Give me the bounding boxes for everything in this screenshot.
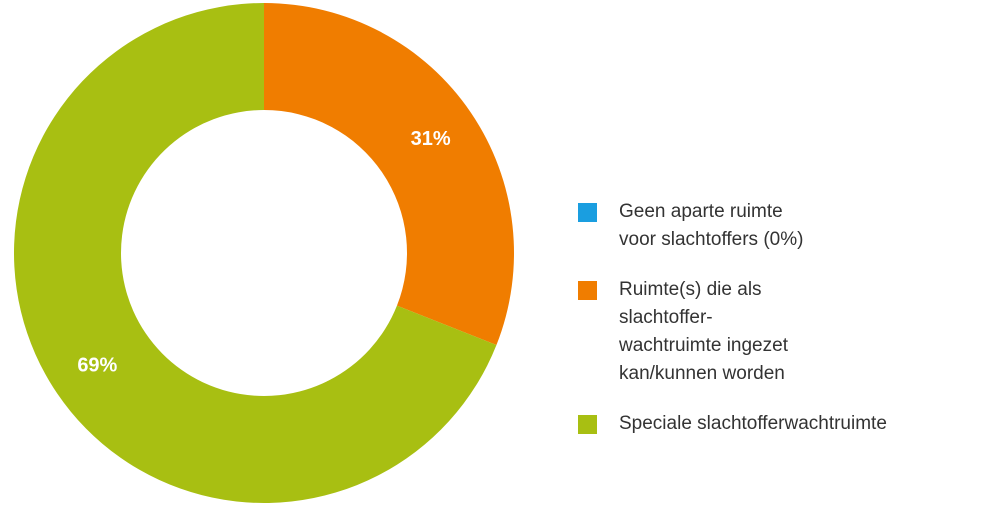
slice [264, 3, 514, 346]
legend-item: Speciale slachtofferwachtruimte [578, 410, 979, 438]
legend-item: Ruimte(s) die als slachtoffer-wachtruimt… [578, 276, 814, 388]
value-label: 69% [77, 355, 117, 377]
legend-label: Ruimte(s) die als slachtoffer-wachtruimt… [619, 279, 788, 384]
legend-swatch [578, 415, 597, 434]
legend-swatch [578, 281, 597, 300]
legend-item: Geen aparte ruimte voor slachtoffers (0%… [578, 198, 814, 254]
legend-label: Geen aparte ruimte voor slachtoffers (0%… [619, 201, 804, 250]
slice [14, 2, 497, 503]
value-label: 31% [411, 128, 451, 150]
legend-label: Speciale slachtofferwachtruimte [619, 413, 887, 434]
legend: Geen aparte ruimte voor slachtoffers (0%… [578, 198, 978, 460]
legend-swatch [578, 203, 597, 222]
